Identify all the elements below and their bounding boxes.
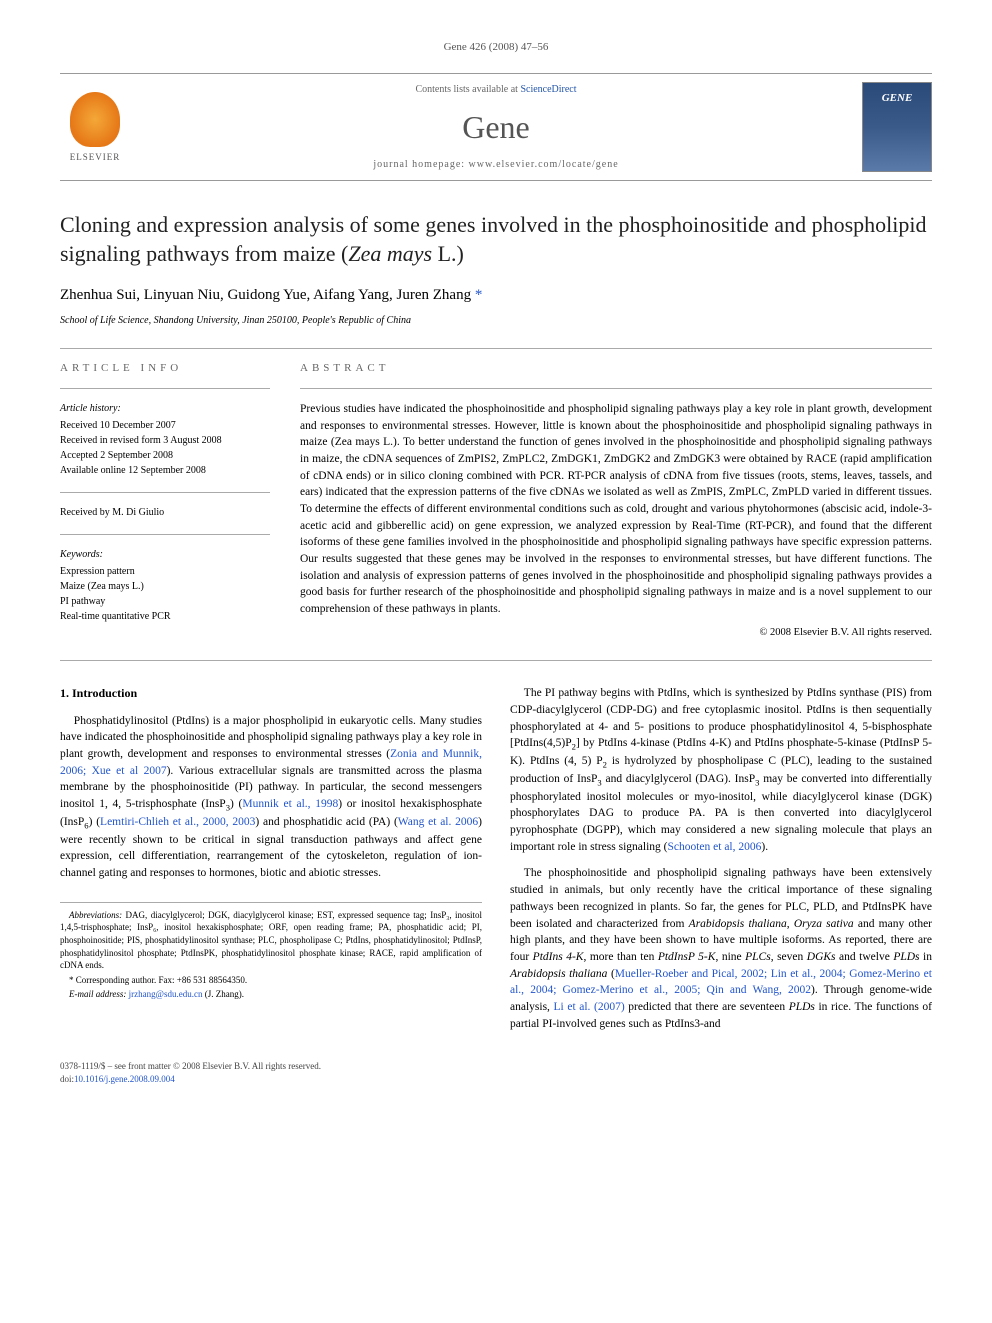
history-accepted: Accepted 2 September 2008 [60,448,270,463]
email-link[interactable]: jrzhang@sdu.edu.cn [129,989,203,999]
journal-header: ELSEVIER Contents lists available at Sci… [60,73,932,181]
page-footer: 0378-1119/$ – see front matter © 2008 El… [60,1060,932,1085]
intro-para-2: The PI pathway begins with PtdIns, which… [510,685,932,855]
text: , nine [715,951,745,963]
contents-prefix: Contents lists available at [415,84,520,95]
keyword: Maize (Zea mays L.) [60,579,270,594]
corresponding-marker: * [475,287,483,303]
article-info-heading: ARTICLE INFO [60,361,270,376]
email-footnote: E-mail address: jrzhang@sdu.edu.cn (J. Z… [60,988,482,1001]
authors-list: Zhenhua Sui, Linyuan Niu, Guidong Yue, A… [60,287,475,303]
text: ( [607,968,614,980]
keyword: Real-time quantitative PCR [60,609,270,624]
email-label: E-mail address: [69,989,126,999]
text: , more than ten [583,951,657,963]
contents-available: Contents lists available at ScienceDirec… [130,83,862,97]
doi-line: doi:10.1016/j.gene.2008.09.004 [60,1073,932,1086]
publisher-name: ELSEVIER [70,151,121,164]
abstract-copyright: © 2008 Elsevier B.V. All rights reserved… [300,626,932,641]
title-species: Zea mays [348,241,432,266]
citation-link[interactable]: Lemtiri-Chlieh et al., 2000, 2003 [100,816,255,828]
sciencedirect-link[interactable]: ScienceDirect [520,84,576,95]
text: predicted that there are seventeen [625,1001,789,1013]
doi-link[interactable]: 10.1016/j.gene.2008.09.004 [74,1074,175,1084]
gene-name: DGKs [807,951,836,963]
footnotes: Abbreviations: DAG, diacylglycerol; DGK,… [60,902,482,1001]
homepage-prefix: journal homepage: [373,159,468,170]
journal-reference: Gene 426 (2008) 47–56 [60,40,932,55]
editor-line: Received by M. Di Giulio [60,505,270,520]
gene-name: PtdInsP 5-K [658,951,716,963]
text: ) ( [230,798,242,810]
citation-link[interactable]: Schooten et al, 2006 [667,841,761,853]
info-abstract-row: ARTICLE INFO Article history: Received 1… [60,361,932,641]
history-revised: Received in revised form 3 August 2008 [60,433,270,448]
history-online: Available online 12 September 2008 [60,463,270,478]
abbreviations-footnote: Abbreviations: DAG, diacylglycerol; DGK,… [60,909,482,972]
keyword: Expression pattern [60,564,270,579]
article-history: Article history: Received 10 December 20… [60,401,270,478]
divider [60,492,270,493]
journal-homepage: journal homepage: www.elsevier.com/locat… [130,158,862,172]
gene-name: PLCs [745,951,771,963]
left-column: 1. Introduction Phosphatidylinositol (Pt… [60,685,482,1042]
elsevier-tree-icon [70,92,120,147]
divider [300,388,932,389]
gene-name: PLDs [789,1001,815,1013]
title-tail: L.) [432,241,464,266]
authors: Zhenhua Sui, Linyuan Niu, Guidong Yue, A… [60,285,932,306]
homepage-url: www.elsevier.com/locate/gene [469,159,619,170]
text: and diacylglycerol (DAG). InsP [602,773,755,785]
article-title: Cloning and expression analysis of some … [60,211,932,268]
journal-title: Gene [130,105,862,150]
citation-link[interactable]: Munnik et al., 1998 [242,798,338,810]
article-info: ARTICLE INFO Article history: Received 1… [60,361,270,641]
gene-name: PtdIns 4-K [533,951,584,963]
abbrev-text: DAG, diacylglycerol; DGK, diacylglycerol… [60,910,482,970]
cover-label: GENE [882,91,913,106]
header-center: Contents lists available at ScienceDirec… [130,83,862,172]
section-heading-intro: 1. Introduction [60,685,482,702]
species-name: Arabidopsis thaliana [689,918,787,930]
abstract-column: ABSTRACT Previous studies have indicated… [300,361,932,641]
title-main: Cloning and expression analysis of some … [60,212,926,266]
issn-line: 0378-1119/$ – see front matter © 2008 El… [60,1060,932,1073]
elsevier-logo: ELSEVIER [60,87,130,167]
abstract-heading: ABSTRACT [300,361,932,376]
text: , [787,918,794,930]
corresponding-footnote: * Corresponding author. Fax: +86 531 885… [60,974,482,987]
history-label: Article history: [60,401,270,416]
gene-name: PLDs [893,951,919,963]
text: ) ( [89,816,100,828]
species-name: Oryza sativa [794,918,854,930]
citation-link[interactable]: Li et al. (2007) [554,1001,625,1013]
journal-cover-thumbnail: GENE [862,82,932,172]
keyword: PI pathway [60,594,270,609]
affiliation: School of Life Science, Shandong Univers… [60,314,932,328]
doi-prefix: doi: [60,1074,74,1084]
intro-para-1: Phosphatidylinositol (PtdIns) is a major… [60,713,482,882]
email-suffix: (J. Zhang). [202,989,244,999]
right-column: The PI pathway begins with PtdIns, which… [510,685,932,1042]
keywords-block: Keywords: Expression pattern Maize (Zea … [60,547,270,624]
divider [60,534,270,535]
divider [60,388,270,389]
keywords-label: Keywords: [60,547,270,562]
divider [60,348,932,349]
text: ) and phosphatidic acid (PA) ( [255,816,397,828]
body-columns: 1. Introduction Phosphatidylinositol (Pt… [60,685,932,1042]
species-name: Arabidopsis thaliana [510,968,607,980]
intro-para-3: The phosphoinositide and phospholipid si… [510,865,932,1032]
abbrev-label: Abbreviations: [69,910,122,920]
text: , seven [771,951,807,963]
text: ). [761,841,768,853]
citation-link[interactable]: Wang et al. 2006 [398,816,478,828]
divider [60,660,932,661]
text: and twelve [836,951,894,963]
history-received: Received 10 December 2007 [60,418,270,433]
text: in [920,951,932,963]
abstract-text: Previous studies have indicated the phos… [300,401,932,618]
